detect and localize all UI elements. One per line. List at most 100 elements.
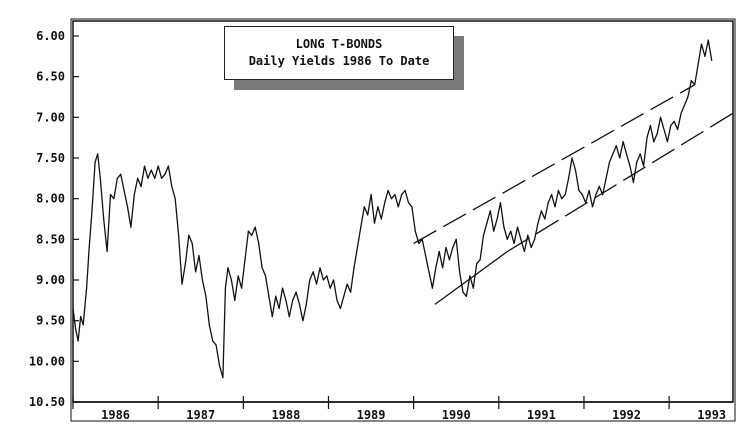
data-point [201, 279, 204, 281]
data-point [332, 279, 335, 281]
data-point [309, 279, 311, 281]
data-point [72, 307, 74, 310]
data-point [171, 185, 173, 188]
data-point [642, 165, 645, 167]
data-point [258, 242, 260, 244]
data-point [407, 202, 410, 204]
data-point [234, 299, 236, 301]
data-point [360, 226, 362, 228]
data-point [174, 198, 176, 200]
data-point [178, 234, 180, 236]
data-point [346, 283, 348, 285]
data-point [690, 80, 692, 82]
data-point [639, 153, 641, 155]
data-point [418, 242, 420, 244]
data-point [520, 238, 522, 240]
data-point [544, 218, 546, 220]
y-tick-label: 6.00 [36, 29, 65, 43]
data-point [615, 145, 617, 147]
data-point [218, 364, 221, 366]
data-point [656, 133, 658, 135]
data-point [315, 283, 318, 285]
data-point [343, 295, 345, 297]
data-point [319, 267, 321, 269]
data-point [241, 287, 243, 289]
data-point [486, 222, 488, 224]
data-point [588, 189, 590, 192]
data-point [298, 303, 301, 305]
x-tick-label: 1986 [101, 408, 130, 422]
x-tick-label: 1992 [612, 408, 641, 422]
data-point [585, 202, 587, 204]
data-point [227, 267, 229, 269]
data-point [401, 194, 403, 196]
data-point [198, 255, 200, 257]
data-point [540, 210, 542, 212]
data-point [598, 185, 600, 188]
data-point [109, 194, 112, 196]
data-point [554, 206, 556, 208]
data-point [622, 141, 624, 143]
data-point [264, 275, 267, 277]
data-point [251, 234, 253, 236]
data-point [137, 177, 139, 179]
data-point [224, 287, 227, 289]
data-point [516, 226, 519, 228]
data-point [94, 161, 96, 163]
y-tick-label: 9.00 [36, 273, 65, 287]
data-point [167, 165, 169, 167]
data-point [571, 157, 573, 159]
data-point [380, 218, 382, 220]
data-point [411, 206, 413, 208]
data-point [428, 271, 430, 273]
data-point [312, 271, 314, 273]
data-point [510, 230, 512, 232]
data-point [649, 124, 651, 127]
data-point [384, 202, 386, 204]
data-point [711, 59, 713, 62]
data-point [431, 287, 433, 289]
data-point [551, 194, 553, 196]
data-point [188, 234, 190, 236]
data-point [404, 189, 406, 192]
data-point [704, 55, 706, 57]
data-point [160, 177, 163, 179]
y-tick-label: 7.50 [36, 151, 65, 165]
data-point [120, 173, 122, 175]
data-point [140, 185, 142, 188]
data-point [438, 250, 440, 253]
data-point [77, 340, 79, 342]
data-point [237, 275, 239, 277]
data-point [254, 226, 256, 228]
data-point [666, 141, 669, 143]
x-axis: 1986 1987 1988 1989 1990 1991 1992 1993 [72, 396, 733, 422]
data-point [113, 198, 115, 200]
data-point [653, 141, 655, 143]
data-point [537, 222, 539, 224]
data-point [212, 340, 214, 342]
data-point [123, 189, 125, 192]
data-point [595, 194, 597, 196]
data-point [612, 153, 614, 155]
data-point [356, 246, 359, 249]
data-point [215, 344, 217, 346]
data-point [230, 279, 232, 281]
data-point [154, 177, 156, 179]
data-point [465, 295, 468, 297]
data-point [390, 198, 393, 200]
data-point [367, 214, 369, 216]
data-point [670, 124, 672, 127]
data-point [442, 267, 444, 269]
data-point [88, 246, 90, 249]
series-layer [72, 39, 713, 379]
data-point [632, 181, 634, 183]
data-point [82, 324, 84, 326]
data-point [205, 295, 207, 297]
data-point [377, 206, 379, 208]
data-point [150, 169, 152, 171]
data-point [435, 267, 437, 269]
data-point [660, 116, 662, 118]
data-point [513, 242, 515, 244]
x-tick-label: 1990 [442, 408, 471, 422]
